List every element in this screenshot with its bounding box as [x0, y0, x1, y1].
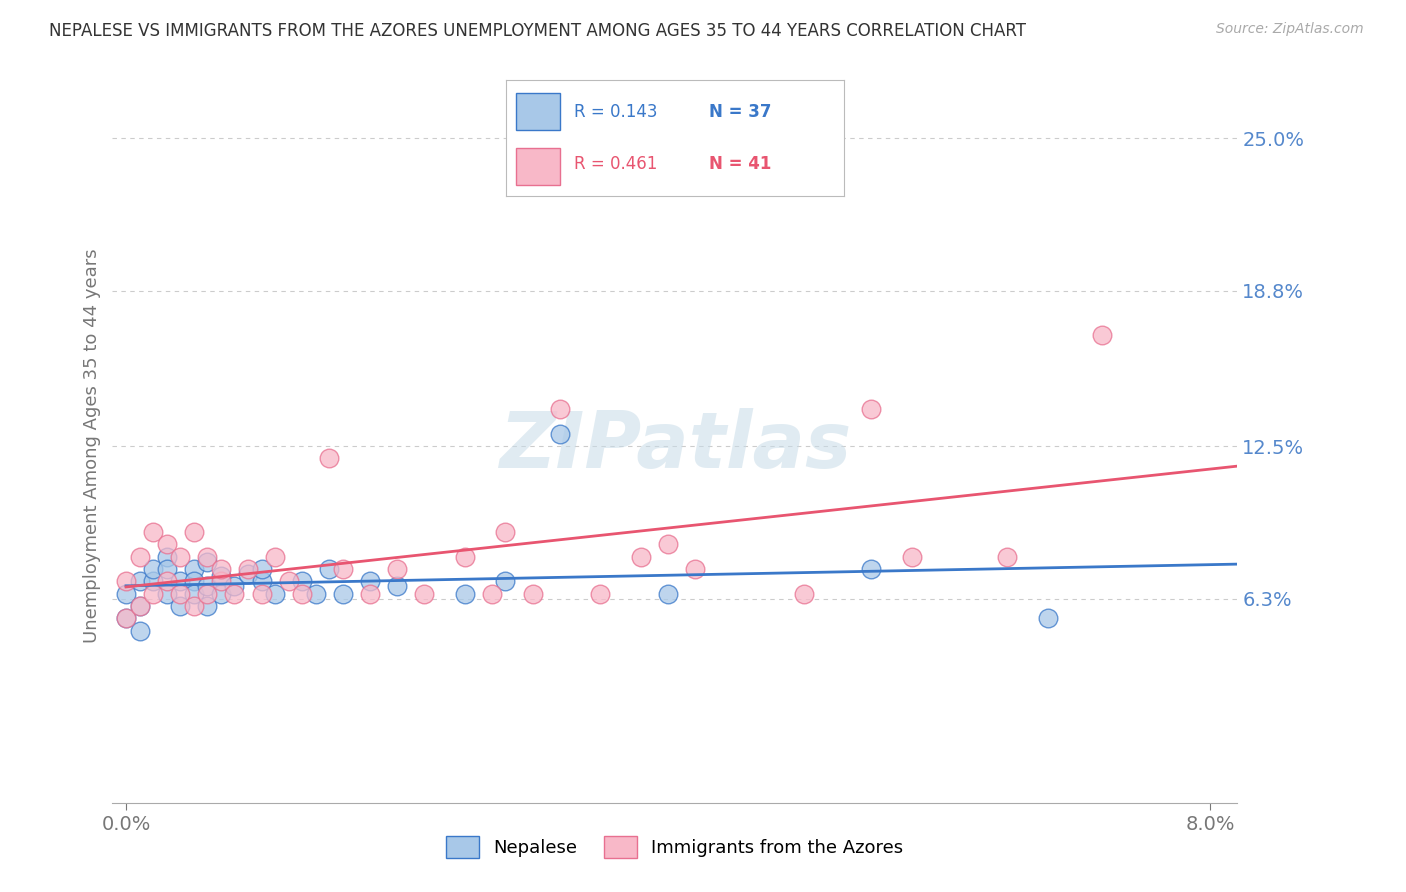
Point	[250, 587, 273, 601]
Point	[128, 599, 150, 613]
Point	[209, 574, 232, 589]
Point	[183, 587, 205, 601]
Point	[291, 587, 314, 601]
Point	[454, 587, 477, 601]
Point	[250, 562, 273, 576]
Point	[128, 624, 150, 638]
FancyBboxPatch shape	[516, 147, 560, 185]
Point	[860, 402, 883, 417]
Point	[156, 574, 179, 589]
Legend: Nepalese, Immigrants from the Azores: Nepalese, Immigrants from the Azores	[446, 836, 904, 858]
Y-axis label: Unemployment Among Ages 35 to 44 years: Unemployment Among Ages 35 to 44 years	[83, 249, 101, 643]
Point	[142, 525, 165, 540]
Point	[1091, 328, 1114, 343]
Point	[995, 549, 1018, 564]
Point	[291, 574, 314, 589]
Text: N = 37: N = 37	[709, 103, 770, 120]
Point	[224, 587, 246, 601]
Point	[657, 587, 679, 601]
FancyBboxPatch shape	[516, 93, 560, 130]
Point	[522, 587, 544, 601]
Point	[589, 587, 612, 601]
Point	[264, 549, 287, 564]
Point	[793, 587, 815, 601]
Point	[128, 599, 150, 613]
Point	[169, 599, 191, 613]
Text: ZIPatlas: ZIPatlas	[499, 408, 851, 484]
Point	[548, 426, 571, 441]
Point	[385, 579, 408, 593]
Point	[115, 574, 138, 589]
Point	[209, 587, 232, 601]
Point	[224, 579, 246, 593]
Text: R = 0.461: R = 0.461	[574, 155, 657, 173]
Text: N = 41: N = 41	[709, 155, 770, 173]
Point	[183, 562, 205, 576]
Point	[209, 562, 232, 576]
Point	[195, 599, 218, 613]
Point	[195, 587, 218, 601]
Point	[209, 569, 232, 583]
Point	[156, 537, 179, 551]
Point	[156, 587, 179, 601]
Text: NEPALESE VS IMMIGRANTS FROM THE AZORES UNEMPLOYMENT AMONG AGES 35 TO 44 YEARS CO: NEPALESE VS IMMIGRANTS FROM THE AZORES U…	[49, 22, 1026, 40]
Point	[332, 587, 354, 601]
Point	[548, 402, 571, 417]
Point	[183, 525, 205, 540]
Point	[236, 566, 259, 581]
Point	[142, 562, 165, 576]
Point	[250, 574, 273, 589]
Point	[115, 611, 138, 625]
Point	[359, 587, 381, 601]
Point	[630, 549, 652, 564]
Point	[142, 587, 165, 601]
Point	[115, 611, 138, 625]
Point	[657, 537, 679, 551]
Point	[142, 574, 165, 589]
Point	[359, 574, 381, 589]
Point	[195, 555, 218, 569]
Point	[413, 587, 436, 601]
Point	[236, 562, 259, 576]
Point	[128, 574, 150, 589]
Point	[169, 574, 191, 589]
Point	[264, 587, 287, 601]
Point	[318, 562, 340, 576]
Point	[156, 549, 179, 564]
Text: R = 0.143: R = 0.143	[574, 103, 657, 120]
Point	[1036, 611, 1059, 625]
Point	[385, 562, 408, 576]
Text: Source: ZipAtlas.com: Source: ZipAtlas.com	[1216, 22, 1364, 37]
Point	[318, 451, 340, 466]
Point	[277, 574, 299, 589]
Point	[454, 549, 477, 564]
Point	[183, 574, 205, 589]
Point	[115, 587, 138, 601]
Point	[156, 562, 179, 576]
Point	[169, 587, 191, 601]
Point	[495, 574, 517, 589]
Point	[683, 562, 706, 576]
Point	[901, 549, 924, 564]
Point	[195, 549, 218, 564]
Point	[332, 562, 354, 576]
Point	[128, 549, 150, 564]
Point	[195, 579, 218, 593]
Point	[860, 562, 883, 576]
Point	[183, 599, 205, 613]
Point	[481, 587, 503, 601]
Point	[169, 549, 191, 564]
Point	[495, 525, 517, 540]
Point	[305, 587, 328, 601]
